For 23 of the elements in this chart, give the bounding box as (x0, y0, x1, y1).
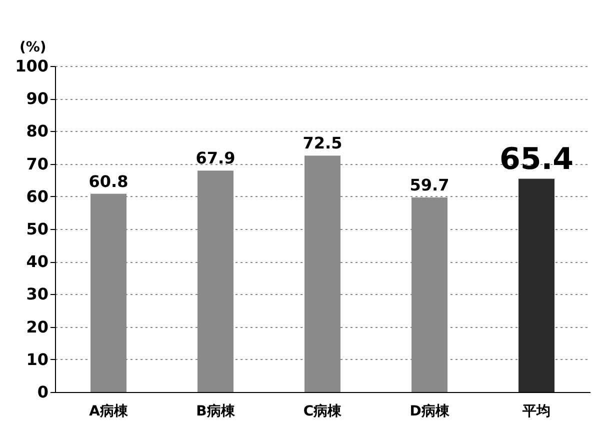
data-label: 65.4 (499, 142, 574, 177)
bar (518, 178, 554, 392)
y-tick-label: 90 (26, 89, 48, 108)
y-axis-title: (%) (20, 40, 46, 56)
y-tick-label: 40 (26, 252, 48, 272)
data-label: 60.8 (88, 172, 128, 191)
y-tick-label: 60 (26, 186, 48, 206)
x-tick-label: C病棟 (303, 402, 343, 420)
x-tick-label: B病棟 (196, 402, 236, 420)
y-tick-label: 70 (26, 154, 48, 174)
data-label: 67.9 (196, 148, 236, 168)
y-tick-label: 20 (26, 317, 48, 336)
y-tick-label: 30 (26, 284, 48, 304)
data-label: 59.7 (410, 175, 450, 194)
y-tick-label: 80 (26, 122, 48, 141)
x-tick-label: A病棟 (89, 402, 129, 420)
x-tick-label: 平均 (522, 404, 550, 420)
data-label: 72.5 (302, 134, 342, 153)
y-tick-label: 0 (37, 382, 48, 402)
y-tick-label: 100 (15, 56, 48, 76)
x-tick-label: D病棟 (410, 402, 450, 420)
y-tick-label: 50 (26, 220, 48, 238)
y-tick-label: 10 (26, 350, 48, 369)
